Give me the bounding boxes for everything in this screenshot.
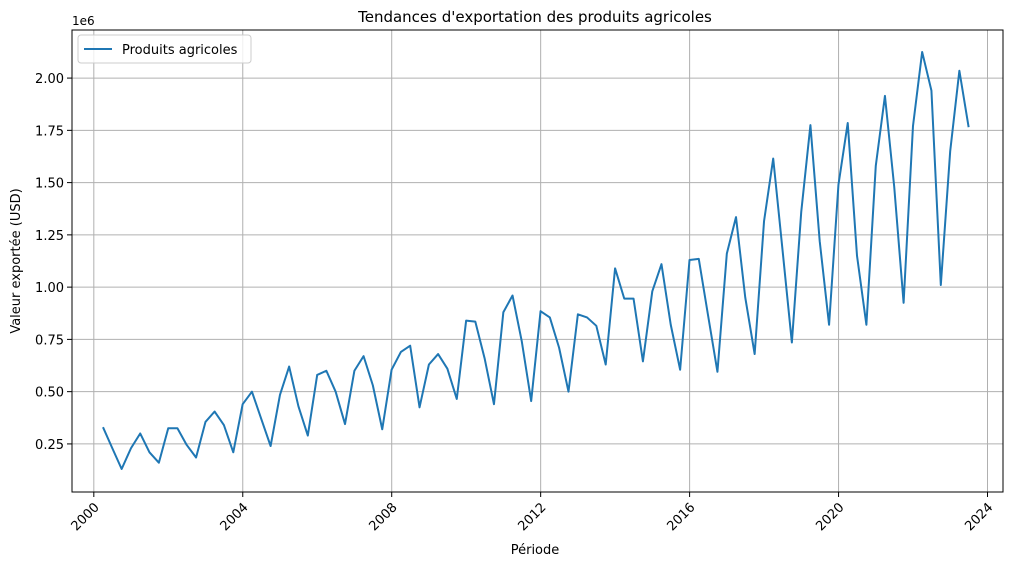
y-tick-label: 2.00 [35, 72, 64, 87]
x-axis-label: Période [511, 543, 560, 558]
y-axis-label: Valeur exportée (USD) [9, 188, 24, 333]
plot-area [72, 30, 1003, 492]
y-tick-label: 1.75 [35, 124, 64, 139]
y-tick-label: 0.50 [35, 386, 64, 401]
series-line [102, 50, 970, 470]
y-tick-label: 1.50 [35, 177, 64, 192]
plot-frame [71, 29, 1004, 493]
y-tick-label: 0.75 [35, 333, 64, 348]
y-tick-label: 1.25 [35, 229, 64, 244]
legend: Produits agricoles [77, 34, 252, 64]
y-tick-label: 1.00 [35, 281, 64, 296]
y-offset-text: 1e6 [72, 14, 95, 28]
y-axis-ticks: 0.25 0.50 0.75 1.00 1.25 1.50 1.75 2.00 [35, 72, 72, 453]
legend-label: Produits agricoles [122, 43, 238, 58]
series-group [102, 50, 970, 470]
legend-box [77, 34, 252, 64]
y-tick-label: 0.25 [35, 438, 64, 453]
chart-title: Tendances d'exportation des produits agr… [357, 8, 712, 26]
